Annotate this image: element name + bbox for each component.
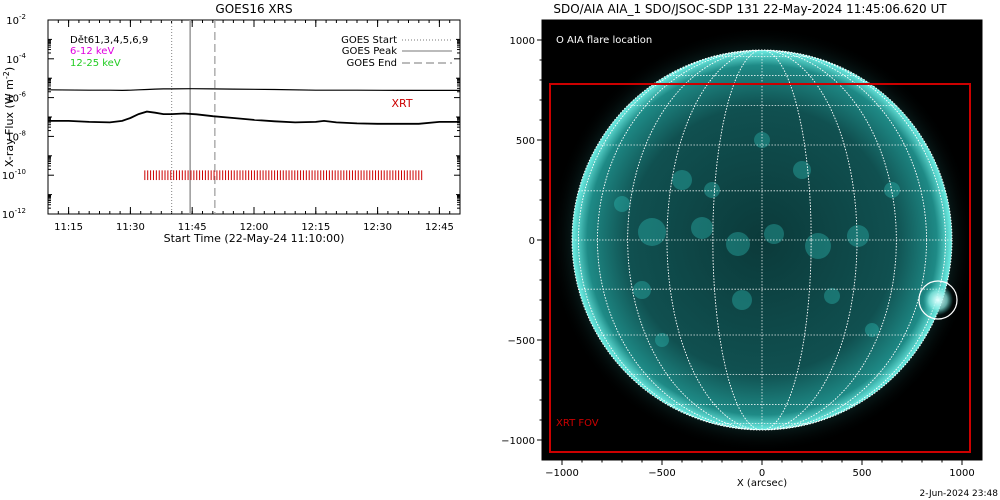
long-channel-flux-line bbox=[48, 88, 460, 92]
legend-goes-peak: GOES Peak bbox=[342, 46, 397, 57]
aia-x-axis-label: X (arcsec) bbox=[737, 478, 787, 489]
active-region-blob bbox=[847, 225, 869, 247]
goes-xrs-chart: GOES16 XRS 10-2 10-4 10-6 10-8 10-10 10-12 11… bbox=[2, 2, 461, 245]
y-tick-label: 10-8 bbox=[6, 129, 26, 143]
aia-x-tick-label: −1000 bbox=[545, 468, 579, 479]
aia-x-tick-label: 1000 bbox=[949, 468, 974, 479]
flux-series bbox=[48, 88, 460, 125]
footer-timestamp: 2-Jun-2024 23:48 bbox=[920, 489, 999, 499]
active-region-blob bbox=[655, 333, 669, 347]
aia-x-tick-label: 0 bbox=[759, 468, 765, 479]
active-region-blob bbox=[691, 217, 713, 239]
longitude-line bbox=[627, 50, 897, 430]
flare-brightening bbox=[922, 284, 954, 316]
legend-goes-end: GOES End bbox=[347, 58, 397, 69]
x-tick-label: 12:30 bbox=[363, 222, 392, 233]
legend-6-12kev: 6-12 keV bbox=[70, 46, 114, 57]
aia-x-tick-label: 500 bbox=[852, 468, 871, 479]
x-axis-label: Start Time (22-May-24 11:10:00) bbox=[164, 232, 345, 245]
active-region-blob bbox=[793, 161, 811, 179]
longitude-line bbox=[666, 50, 858, 430]
aia-title: SDO/AIA AIA_1 SDO/JSOC-SDP 131 22-May-20… bbox=[553, 2, 947, 16]
xrt-label: XRT bbox=[391, 97, 412, 110]
active-region-blob bbox=[726, 232, 750, 256]
x-tick-label: 12:45 bbox=[425, 222, 454, 233]
x-tick-label: 11:45 bbox=[178, 222, 207, 233]
xrt-fov-label: XRT FOV bbox=[556, 418, 599, 429]
active-region-blob bbox=[672, 170, 692, 190]
svg-text:X-ray Flux (W m-2): X-ray Flux (W m-2) bbox=[2, 67, 16, 167]
y-tick-label: 10-10 bbox=[2, 168, 26, 182]
active-region-blob bbox=[732, 290, 752, 310]
active-region-blob bbox=[824, 288, 840, 304]
aia-y-tick-label: −500 bbox=[508, 336, 535, 347]
longitude-line bbox=[578, 50, 946, 430]
x-tick-label: 12:15 bbox=[301, 222, 330, 233]
longitude-line bbox=[712, 50, 812, 430]
active-region-blob bbox=[764, 224, 784, 244]
chart-title: GOES16 XRS bbox=[215, 2, 292, 16]
active-region-blob bbox=[614, 196, 630, 212]
legend-12-25kev: 12-25 keV bbox=[70, 58, 121, 69]
legend-detectors: Dět61,3,4,5,6,9 bbox=[70, 34, 148, 46]
flare-location-marker bbox=[918, 280, 958, 320]
active-region-blob bbox=[638, 218, 666, 246]
y-tick-label: 10-4 bbox=[6, 52, 26, 66]
y-tick-label: 10-6 bbox=[6, 91, 26, 105]
y-tick-label: 10-12 bbox=[2, 207, 26, 221]
active-regions bbox=[614, 132, 900, 347]
y-axis-ticks: 10-2 10-4 10-6 10-8 10-10 10-12 bbox=[2, 13, 460, 221]
aia-x-ticks: −1000 −500 0 500 1000 bbox=[545, 460, 975, 479]
active-region-blob bbox=[704, 182, 720, 198]
active-region-blob bbox=[865, 323, 879, 337]
aia-y-tick-label: −1000 bbox=[501, 436, 535, 447]
x-tick-label: 11:15 bbox=[54, 222, 83, 233]
energy-legend: Dět61,3,4,5,6,9 6-12 keV 12-25 keV bbox=[70, 34, 148, 69]
aia-y-tick-label: 1000 bbox=[510, 36, 535, 47]
solar-limb bbox=[571, 49, 953, 431]
x-tick-label: 12:00 bbox=[240, 222, 269, 233]
aia-image-panel: SDO/AIA AIA_1 SDO/JSOC-SDP 131 22-May-20… bbox=[501, 2, 998, 499]
aia-y-tick-label: 0 bbox=[529, 236, 535, 247]
active-region-blob bbox=[805, 233, 831, 259]
xrt-exposure-marks bbox=[144, 170, 423, 181]
aia-legend: O AIA flare location bbox=[556, 35, 652, 46]
x-tick-label: 11:30 bbox=[116, 222, 145, 233]
active-region-blob bbox=[633, 281, 651, 299]
short-channel-flux-line bbox=[48, 110, 460, 125]
y-axis-label: X-ray Flux (W m-2) bbox=[2, 67, 16, 167]
xrt-fov-box bbox=[549, 83, 971, 453]
legend-goes-start: GOES Start bbox=[341, 35, 397, 46]
aia-x-tick-label: −500 bbox=[648, 468, 675, 479]
plot-frame bbox=[47, 19, 461, 215]
aia-y-ticks: −1000 −500 0 500 1000 bbox=[501, 36, 542, 447]
aia-y-tick-label: 500 bbox=[516, 136, 535, 147]
x-axis-ticks: 11:15 11:30 11:45 12:00 12:15 12:30 12:45 bbox=[47, 20, 461, 233]
goes-legend: GOES Start GOES Peak GOES End bbox=[341, 35, 452, 69]
heliographic-grid bbox=[572, 50, 952, 430]
y-tick-label: 10-2 bbox=[6, 13, 26, 27]
